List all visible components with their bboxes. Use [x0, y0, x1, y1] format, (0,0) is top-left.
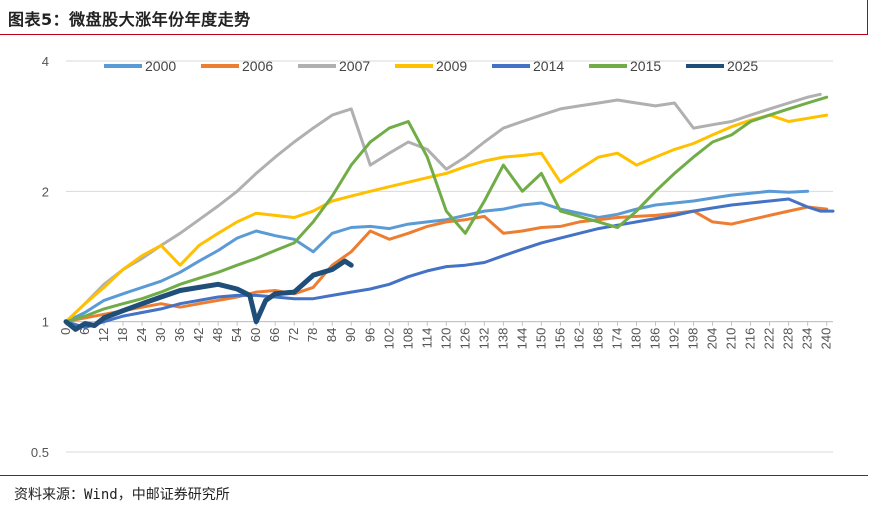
x-tick-label: 24 [134, 328, 149, 342]
legend-item-2000: 2000 [104, 58, 176, 74]
x-tick-label: 132 [476, 328, 491, 350]
legend-item-2006: 2006 [201, 58, 273, 74]
x-tick-label: 54 [229, 328, 244, 342]
x-tick-label: 240 [819, 328, 834, 350]
x-tick-label: 114 [419, 328, 434, 349]
legend-label: 2014 [533, 58, 564, 74]
chart-title: 图表5：微盘股大涨年份年度走势 [8, 10, 251, 29]
axes [65, 321, 833, 326]
legend-item-2015: 2015 [589, 58, 661, 74]
x-tick-label: 126 [457, 328, 472, 350]
legend-item-2014: 2014 [492, 58, 564, 74]
x-tick-labels: 0 6 12 18 24 30 36 42 48 54 60 66 72 78 84 90 96 102 108 11… [58, 328, 834, 350]
series-line-2007 [64, 92, 822, 324]
x-tick-label: 162 [571, 328, 586, 350]
top-rule [0, 34, 868, 35]
x-tick-label: 174 [609, 328, 624, 350]
x-tick-label: 210 [724, 328, 739, 350]
x-tick-label: 0 [58, 328, 73, 335]
right-rule [867, 0, 868, 35]
legend-label: 2000 [145, 58, 176, 74]
bottom-rule [0, 475, 868, 476]
y-tick-label: 4 [42, 54, 49, 69]
series-line-2000 [64, 189, 810, 324]
x-tick-label: 6 [77, 328, 92, 335]
grid-lines [66, 60, 833, 453]
x-tick-label: 186 [648, 328, 663, 350]
series-line-2015 [64, 95, 829, 324]
x-tick-label: 234 [800, 328, 815, 350]
x-tick-label: 192 [667, 328, 682, 350]
series-line-2025 [63, 258, 354, 332]
x-tick-label: 120 [438, 328, 453, 350]
legend-label: 2006 [242, 58, 273, 74]
x-tick-label: 138 [495, 328, 510, 350]
x-tick-label: 36 [172, 328, 187, 342]
x-tick-label: 216 [743, 328, 758, 350]
x-tick-label: 18 [115, 328, 130, 342]
series-line-2009 [64, 113, 829, 324]
x-tick-label: 30 [153, 328, 168, 342]
series-line-2006 [64, 205, 829, 324]
x-tick-label: 96 [362, 328, 377, 342]
x-tick-label: 108 [400, 328, 415, 350]
x-tick-label: 198 [686, 328, 701, 350]
x-tick-label: 42 [191, 328, 206, 342]
y-tick-label: 2 [42, 184, 49, 199]
x-tick-label: 90 [343, 328, 358, 342]
legend-item-2009: 2009 [395, 58, 467, 74]
x-tick-label: 48 [210, 328, 225, 342]
legend-item-2007: 2007 [298, 58, 370, 74]
x-tick-label: 12 [96, 328, 111, 342]
source-note: 资料来源：Wind，中邮证券研究所 [14, 487, 230, 503]
x-tick-label: 60 [248, 328, 263, 342]
x-tick-label: 84 [324, 328, 339, 342]
legend: 2000 2006 2007 2009 2014 2015 2025 [104, 58, 758, 74]
x-tick-label: 222 [762, 328, 777, 350]
y-tick-label: 0.5 [31, 445, 49, 460]
x-tick-label: 180 [628, 328, 643, 350]
x-tick-label: 156 [552, 328, 567, 350]
legend-label: 2015 [630, 58, 661, 74]
x-tick-label: 78 [305, 328, 320, 342]
y-tick-labels: 0.5 1 2 4 [31, 54, 49, 460]
series-lines [63, 92, 835, 332]
legend-label: 2009 [436, 58, 467, 74]
series-line-2014 [64, 197, 835, 329]
x-tick-label: 168 [590, 328, 605, 350]
x-tick-label: 102 [381, 328, 396, 350]
x-tick-label: 204 [705, 328, 720, 350]
x-tick-label: 228 [781, 328, 796, 350]
x-tick-label: 72 [286, 328, 301, 342]
x-tick-label: 150 [533, 328, 548, 350]
y-tick-label: 1 [42, 315, 49, 330]
x-tick-label: 66 [267, 328, 282, 342]
legend-label: 2025 [727, 58, 758, 74]
legend-label: 2007 [339, 58, 370, 74]
legend-item-2025: 2025 [686, 58, 758, 74]
x-tick-label: 144 [514, 328, 529, 350]
